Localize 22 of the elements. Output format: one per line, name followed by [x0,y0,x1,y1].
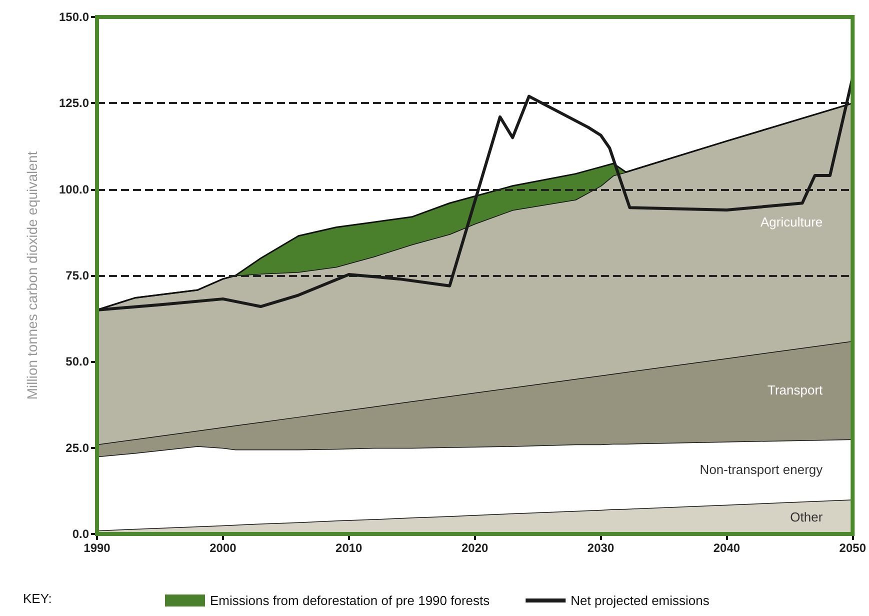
y-tick-label: 50.0 [66,354,90,369]
legend-label: Emissions from deforestation of pre 1990 forests [210,593,490,608]
y-axis-title: Million tonnes carbon dioxide equivalent [24,151,40,400]
x-tick-label: 2020 [461,541,488,555]
y-tick-label: 25.0 [66,440,90,455]
series-label: Non-transport energy [700,462,824,477]
x-tick-label: 1990 [84,541,111,555]
y-tick-label: 100.0 [58,182,90,196]
y-tick-label: 75.0 [66,268,90,282]
x-tick-label: 2040 [713,541,740,555]
x-tick-label: 2050 [839,541,866,555]
series-label: Agriculture [760,214,823,230]
legend-title: KEY: [23,591,52,606]
x-tick-label: 2010 [336,541,363,555]
x-tick-label: 2030 [587,541,614,555]
y-tick-label: 125.0 [58,96,90,110]
y-tick-label: 150.0 [58,10,90,24]
legend-label: Net projected emissions [570,593,710,608]
y-tick-label: 0.0 [72,527,90,541]
x-tick-label: 2000 [210,541,237,555]
series-label: Other [790,509,824,524]
series-label: Transport [767,382,824,398]
